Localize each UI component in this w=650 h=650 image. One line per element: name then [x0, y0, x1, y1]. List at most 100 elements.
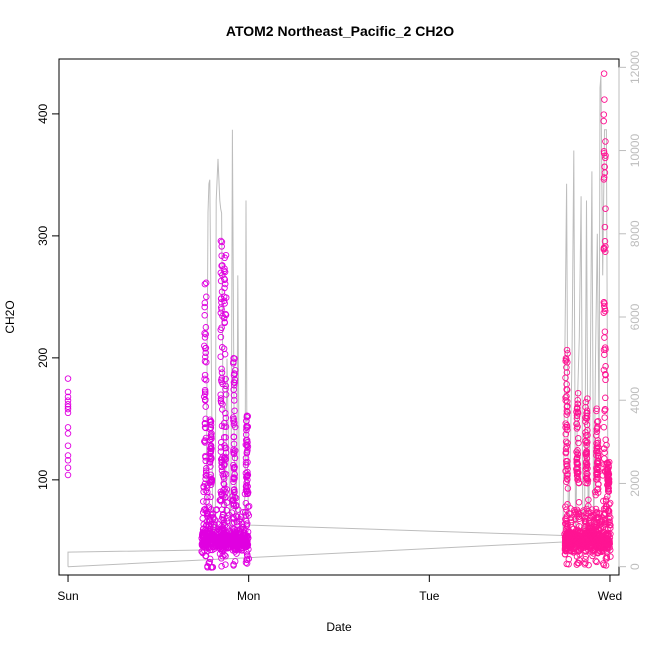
data-point: [573, 464, 581, 472]
data-point: [606, 499, 614, 507]
data-point: [206, 555, 214, 563]
data-point: [574, 461, 582, 468]
data-point: [231, 419, 238, 427]
data-point: [241, 490, 249, 498]
data-point: [604, 465, 611, 472]
data-point: [582, 429, 589, 436]
data-point: [217, 333, 225, 341]
data-point: [206, 449, 214, 457]
data-point: [574, 450, 581, 457]
data-point: [573, 521, 580, 529]
data-point: [218, 365, 225, 373]
y-tick-label: 300: [36, 226, 50, 246]
data-point: [605, 469, 612, 476]
data-point: [218, 344, 226, 351]
data-point: [601, 163, 608, 171]
data-point: [207, 543, 214, 551]
data-point: [583, 505, 590, 513]
data-point: [600, 148, 608, 155]
data-point: [233, 550, 240, 557]
data-point: [231, 366, 239, 374]
data-point: [595, 443, 602, 451]
data-point: [585, 525, 592, 533]
data-point: [592, 505, 600, 513]
data-point: [202, 415, 209, 423]
data-point: [209, 543, 217, 550]
data-point: [220, 297, 228, 305]
data-point: [64, 405, 72, 413]
data-point: [601, 238, 609, 245]
data-point: [218, 369, 226, 376]
data-point: [221, 254, 228, 262]
data-point: [230, 392, 238, 399]
data-point: [242, 559, 250, 566]
data-point: [199, 509, 207, 516]
data-point: [584, 395, 591, 402]
data-point: [222, 561, 229, 568]
data-point: [208, 475, 216, 483]
data-point: [574, 508, 581, 515]
y-tick-label: 100: [36, 470, 50, 490]
data-point: [591, 488, 599, 496]
data-point: [207, 564, 215, 571]
data-point: [602, 363, 609, 370]
data-point: [574, 400, 582, 408]
data-point: [574, 435, 582, 442]
data-point: [242, 487, 250, 494]
x-tick-label: Sun: [57, 589, 78, 603]
data-point: [233, 512, 240, 520]
data-point: [575, 547, 583, 554]
data-point: [213, 533, 221, 541]
data-point: [218, 238, 226, 246]
data-point: [574, 409, 582, 417]
secondary-line-layer: [67, 75, 611, 568]
x-tick-label: Mon: [237, 589, 260, 603]
data-point: [222, 391, 230, 398]
data-point: [563, 475, 571, 482]
data-point: [222, 409, 229, 417]
data-point: [584, 546, 592, 553]
data-point: [202, 396, 209, 403]
data-point: [218, 563, 225, 570]
data-point: [601, 96, 608, 103]
data-point: [64, 452, 72, 459]
data-point: [203, 293, 210, 301]
data-point: [594, 466, 601, 473]
data-point: [561, 540, 569, 548]
data-point: [200, 506, 208, 514]
data-point: [202, 324, 210, 331]
data-point: [222, 423, 230, 430]
data-point: [221, 442, 228, 449]
data-point: [206, 436, 214, 444]
data-point: [222, 382, 230, 390]
data-point: [594, 417, 602, 425]
data-point: [593, 407, 600, 415]
data-point: [230, 355, 237, 362]
data-point: [230, 440, 238, 448]
data-point: [584, 477, 592, 484]
data-point: [600, 461, 608, 468]
data-point: [243, 442, 251, 450]
data-point: [593, 558, 600, 566]
data-point: [64, 464, 72, 471]
data-point: [201, 303, 208, 311]
data-point: [244, 413, 252, 420]
data-point: [601, 305, 609, 312]
data-point: [605, 507, 612, 514]
data-point: [593, 440, 600, 447]
secondary-series-line: [67, 75, 611, 568]
data-point: [220, 492, 228, 499]
data-point: [222, 375, 229, 383]
data-point: [589, 552, 596, 560]
data-point: [561, 530, 568, 538]
data-point: [222, 494, 229, 501]
data-point: [245, 512, 253, 519]
data-point: [229, 519, 236, 527]
data-point: [570, 548, 577, 556]
data-point: [602, 562, 610, 569]
data-point: [230, 433, 238, 441]
data-point: [203, 358, 210, 366]
data-point: [207, 513, 214, 521]
data-point: [202, 330, 209, 338]
